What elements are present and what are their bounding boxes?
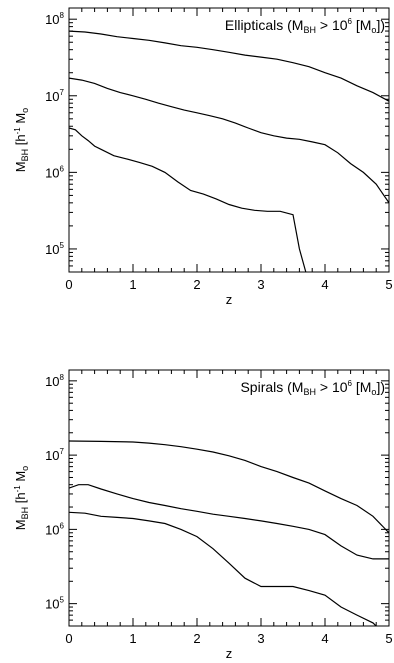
annotation-sub: o [371,387,376,397]
annotation-sub: BH [303,25,316,35]
x-tick-label: 4 [321,277,328,292]
y-tick-exponent: 8 [60,11,65,20]
annotation-sub: o [371,25,376,35]
x-axis-label: z [226,646,233,661]
annotation-text: Spirals (M [240,379,303,395]
y-tick-exponent: 6 [60,521,65,530]
annotation-text: ]) [376,379,385,395]
panel-annotation: Spirals (MBH > 106 [Mo]) [240,379,385,397]
x-tick-label: 2 [193,631,200,646]
series-group [69,30,389,272]
y-tick-base: 10 [45,12,59,27]
y-tick-label: 105 [45,241,64,257]
annotation-sup: 6 [348,17,353,26]
plot-frame [68,7,390,273]
y-label-sub2: o [20,466,30,471]
series-line-3 [69,127,307,272]
series-group [69,440,389,626]
x-tick-label: 5 [385,277,392,292]
y-label-sub2: o [20,108,30,113]
series-line-3 [69,511,377,626]
series-line-2 [69,77,389,204]
y-tick-exponent: 6 [60,164,65,173]
y-axis-label: MBH [h-1 Mo [13,466,30,530]
y-tick-label: 108 [45,11,64,27]
y-label-unit2: M [13,471,28,485]
annotation-text: Ellipticals (M [225,17,304,33]
y-tick-base: 10 [45,242,59,257]
y-label-unit: [h [13,134,28,148]
y-label-unit2: M [13,113,28,127]
y-tick-base: 10 [45,89,59,104]
y-tick-exponent: 7 [60,88,65,97]
y-label-sup: -1 [13,485,22,493]
annotation-text: ]) [376,17,385,33]
series-line-2 [69,484,389,560]
annotation-text: > 10 [316,17,348,33]
panel-annotation: Ellipticals (MBH > 106 [Mo]) [225,17,385,35]
x-tick-label: 4 [321,631,328,646]
y-tick-label: 106 [45,521,64,537]
x-tick-label: 1 [129,631,136,646]
y-label-m: M [13,519,28,530]
x-tick-label: 3 [257,631,264,646]
y-tick-base: 10 [45,522,59,537]
y-label-unit: [h [13,492,28,506]
x-tick-label: 1 [129,277,136,292]
y-tick-label: 106 [45,164,64,180]
y-tick-label: 105 [45,596,64,612]
y-tick-label: 107 [45,447,64,463]
x-tick-label: 2 [193,277,200,292]
annotation-sub: BH [303,387,316,397]
y-label-m: M [13,161,28,172]
y-tick-exponent: 7 [60,447,65,456]
y-tick-base: 10 [45,165,59,180]
y-axis-label: MBH [h-1 Mo [13,108,30,172]
x-tick-label: 0 [65,631,72,646]
y-tick-exponent: 5 [60,596,65,605]
x-axis-label: z [226,292,233,307]
y-tick-label: 108 [45,373,64,389]
annotation-sup: 6 [348,379,353,388]
series-line-1 [69,30,389,102]
y-tick-base: 10 [45,597,59,612]
x-tick-label: 5 [385,631,392,646]
y-tick-base: 10 [45,448,59,463]
y-tick-label: 107 [45,88,64,104]
y-tick-exponent: 8 [60,373,65,382]
y-label-sub: BH [20,507,30,520]
x-tick-label: 0 [65,277,72,292]
annotation-text: [M [352,17,371,33]
annotation-text: > 10 [316,379,348,395]
x-tick-label: 3 [257,277,264,292]
y-tick-base: 10 [45,374,59,389]
y-tick-exponent: 5 [60,241,65,250]
y-label-sup: -1 [13,127,22,135]
series-line-1 [69,440,389,534]
y-label-sub: BH [20,149,30,162]
annotation-text: [M [352,379,371,395]
plot-frame [68,369,390,627]
